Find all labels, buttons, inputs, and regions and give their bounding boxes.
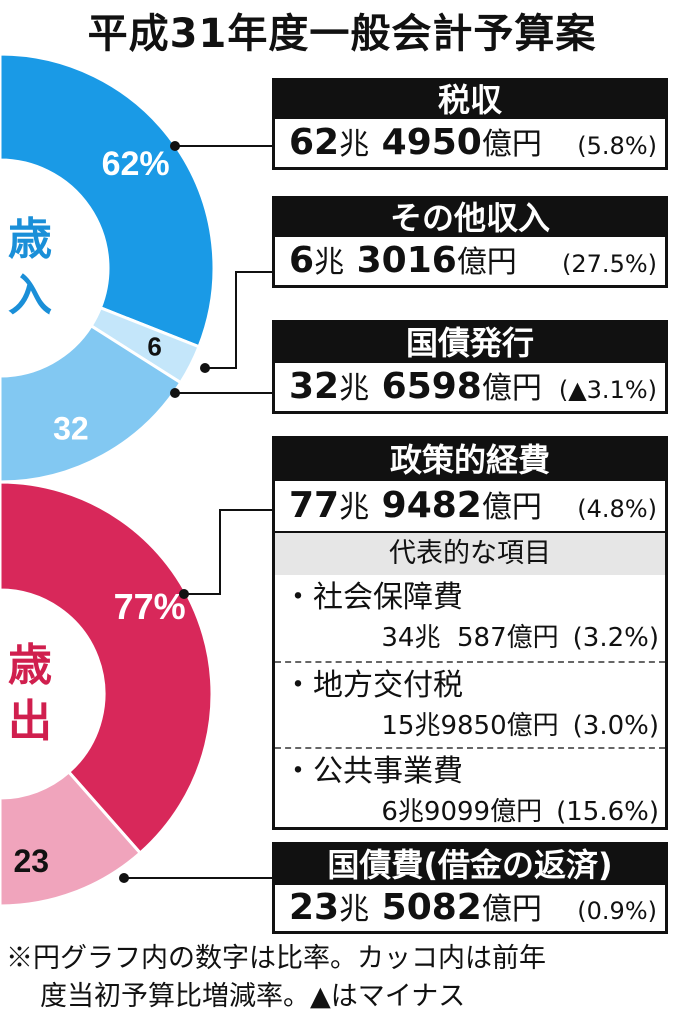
expenditure-donut: 77% 23 歳出 — [0, 480, 214, 908]
item-name: ・社会保障費 — [283, 580, 463, 615]
box-title: 国債発行 — [275, 323, 665, 363]
amount-oku: 3016 — [356, 240, 457, 281]
amount-oku: 9482 — [381, 485, 482, 526]
amount-oku: 6598 — [381, 366, 482, 407]
unit-oku: 億円 — [481, 892, 542, 927]
item-change: (3.0%) — [572, 711, 659, 741]
pie-slice — [0, 769, 143, 908]
change-rate: (4.8%) — [577, 495, 657, 523]
list-item: ・公共事業費 6兆9099億円 (15.6%) — [275, 747, 665, 833]
donut-center-title: 入 — [8, 270, 52, 321]
unit-cho: 兆 — [339, 490, 370, 525]
item-unit: 億円 — [490, 797, 543, 827]
amount-cho: 32 — [289, 366, 340, 407]
list-item: ・社会保障費 34兆 587億円 (3.2%) — [275, 575, 665, 661]
breakdown-list: ・社会保障費 34兆 587億円 (3.2%) ・地方交付税 15兆9850億円… — [275, 575, 665, 833]
leader-dot — [119, 873, 129, 883]
amount-cho: 77 — [289, 485, 340, 526]
pie-slice — [0, 480, 214, 856]
box-value: 6兆 3016億円 (27.5%) — [275, 237, 665, 285]
item-unit: 億円 — [506, 623, 559, 653]
unit-oku: 億円 — [481, 490, 542, 525]
unit-cho: 兆 — [314, 245, 345, 280]
revenue-donut: 62% 6 32 歳入 — [0, 52, 216, 484]
leader-line — [205, 271, 274, 369]
change-rate: (27.5%) — [562, 250, 657, 278]
unit-oku: 億円 — [481, 371, 542, 406]
unit-oku: 億円 — [456, 245, 517, 280]
donut-center-title: 歳 — [8, 214, 52, 265]
pie-slice — [0, 52, 216, 349]
data-label: 6 — [147, 332, 161, 362]
expenditure-box-debt: 国債費(借金の返済) 23兆 5082億円 (0.9%) — [272, 842, 668, 934]
breakdown-header: 代表的な項目 — [275, 531, 665, 575]
item-change: (15.6%) — [556, 797, 659, 827]
leader-dot — [200, 363, 210, 373]
amount-oku: 4950 — [381, 122, 482, 163]
amount-cho: 23 — [289, 887, 340, 928]
unit-oku: 億円 — [481, 127, 542, 162]
data-label: 23 — [13, 843, 49, 879]
data-label: 62% — [102, 145, 170, 183]
item-change: (3.2%) — [572, 623, 659, 653]
change-rate: (5.8%) — [577, 132, 657, 160]
item-unit: 億円 — [506, 711, 559, 741]
unit-cho: 兆 — [339, 371, 370, 406]
box-title: 国債費(借金の返済) — [275, 845, 665, 885]
amount-cho: 62 — [289, 122, 340, 163]
leader-dot — [179, 589, 189, 599]
data-label: 32 — [53, 411, 89, 447]
item-name: ・地方交付税 — [283, 668, 463, 703]
box-title: 政策的経費 — [275, 439, 665, 481]
item-cho: 6兆 — [381, 797, 424, 827]
leader-dot — [170, 388, 180, 398]
box-value: 77兆 9482億円 (4.8%) — [275, 481, 665, 531]
item-name: ・公共事業費 — [283, 754, 463, 789]
leader-lines — [119, 141, 274, 883]
box-value: 32兆 6598億円 (▲3.1%) — [275, 363, 665, 411]
donut-center-title: 出 — [8, 696, 52, 747]
item-oku: 9850 — [440, 711, 507, 741]
leader-dot — [170, 141, 180, 151]
revenue-box-other: その他収入 6兆 3016億円 (27.5%) — [272, 196, 668, 288]
leader-line — [184, 509, 274, 595]
unit-cho: 兆 — [339, 892, 370, 927]
expenditure-box-policy: 政策的経費 77兆 9482億円 (4.8%) 代表的な項目 ・社会保障費 34… — [272, 436, 668, 830]
footnote-line: ※円グラフ内の数字は比率。カッコ内は前年 — [6, 943, 546, 974]
box-value: 23兆 5082億円 (0.9%) — [275, 885, 665, 931]
box-value: 62兆 4950億円 (5.8%) — [275, 119, 665, 167]
item-cho: 34兆 — [381, 623, 441, 653]
box-title: その他収入 — [275, 199, 665, 237]
footnote-line: 度当初予算比増減率。▲はマイナス — [40, 981, 466, 1012]
page-title: 平成31年度一般会計予算案 — [87, 11, 597, 57]
revenue-box-bonds: 国債発行 32兆 6598億円 (▲3.1%) — [272, 320, 668, 414]
item-oku: 9099 — [423, 797, 491, 827]
item-cho: 15兆 — [381, 711, 441, 741]
list-item: ・地方交付税 15兆9850億円 (3.0%) — [275, 661, 665, 747]
item-oku: 587 — [457, 623, 507, 653]
change-rate: (0.9%) — [577, 897, 657, 925]
donut-center-title: 歳 — [8, 640, 52, 691]
unit-cho: 兆 — [339, 127, 370, 162]
data-label: 77% — [114, 586, 186, 627]
change-rate: (▲3.1%) — [558, 376, 657, 404]
box-title: 税収 — [275, 81, 665, 119]
footnote: ※円グラフ内の数字は比率。カッコ内は前年 度当初予算比増減率。▲はマイナス — [6, 940, 678, 1016]
amount-cho: 6 — [289, 240, 315, 281]
revenue-box-tax: 税収 62兆 4950億円 (5.8%) — [272, 78, 668, 170]
amount-oku: 5082 — [381, 887, 482, 928]
